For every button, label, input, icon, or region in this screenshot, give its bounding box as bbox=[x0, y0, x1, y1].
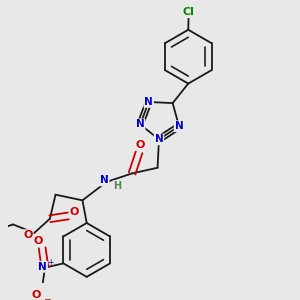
Text: +: + bbox=[47, 258, 53, 267]
Text: −: − bbox=[43, 294, 50, 300]
Text: N: N bbox=[144, 97, 153, 107]
Text: O: O bbox=[33, 236, 43, 246]
Text: N: N bbox=[38, 262, 47, 272]
Text: N: N bbox=[100, 176, 109, 185]
Text: N: N bbox=[175, 121, 183, 131]
Text: O: O bbox=[31, 290, 40, 300]
Text: N: N bbox=[154, 134, 163, 144]
Text: N: N bbox=[136, 119, 145, 129]
Text: Cl: Cl bbox=[183, 7, 195, 17]
Text: O: O bbox=[136, 140, 145, 150]
Text: H: H bbox=[113, 181, 122, 191]
Text: O: O bbox=[70, 207, 79, 217]
Text: O: O bbox=[23, 230, 33, 240]
